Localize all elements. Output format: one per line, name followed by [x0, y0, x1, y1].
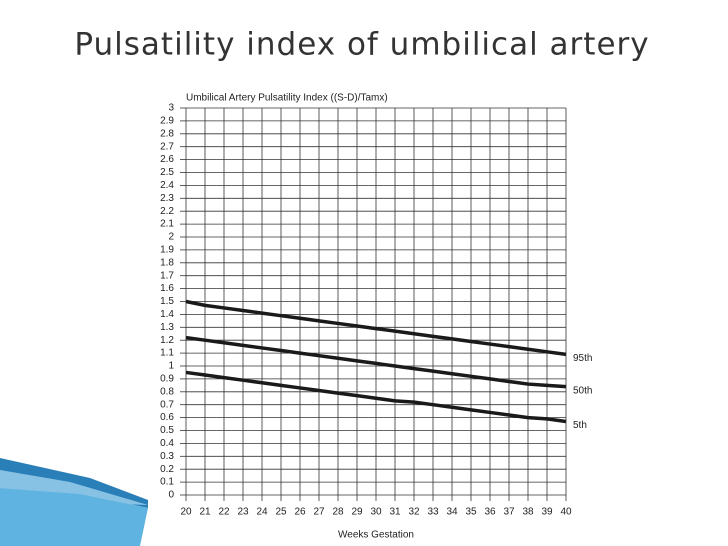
- slide-title: Pulsatility index of umbilical artery: [74, 27, 649, 63]
- y-tick-label: 2.6: [160, 154, 174, 165]
- x-tick-label: 21: [199, 507, 211, 518]
- y-tick-label: 1.8: [160, 257, 174, 268]
- y-tick-label: 0.4: [160, 438, 174, 449]
- y-tick-label: 0.9: [160, 374, 174, 385]
- y-tick-label: 2.2: [160, 206, 174, 217]
- y-tick-label: 1.4: [160, 309, 174, 320]
- y-tick-label: 2.9: [160, 116, 174, 127]
- y-tick-label: 1.9: [160, 245, 174, 256]
- y-tick-label: 1.6: [160, 283, 174, 294]
- y-tick-label: 0.1: [160, 477, 174, 488]
- x-tick-label: 35: [465, 507, 477, 518]
- x-tick-label: 40: [560, 507, 572, 518]
- y-tick-label: 1.1: [160, 348, 174, 359]
- series-label: 95th: [573, 353, 592, 364]
- y-tick-label: 1.2: [160, 335, 174, 346]
- decoration: [0, 488, 148, 546]
- y-tick-label: 2.1: [160, 219, 174, 230]
- y-tick-label: 2.3: [160, 193, 174, 204]
- series-label: 5th: [573, 420, 587, 431]
- y-tick-label: 2: [168, 232, 174, 243]
- x-tick-label: 29: [351, 507, 363, 518]
- x-tick-label: 27: [313, 507, 325, 518]
- x-tick-label: 38: [522, 507, 534, 518]
- y-tick-label: 2.5: [160, 167, 174, 178]
- data-line: [185, 299, 567, 357]
- x-tick-label: 39: [541, 507, 553, 518]
- y-tick-label: 3: [168, 103, 174, 114]
- x-tick-label: 30: [370, 507, 382, 518]
- x-tick-label: 33: [427, 507, 439, 518]
- x-tick-label: 34: [446, 507, 458, 518]
- y-tick-label: 1.5: [160, 296, 174, 307]
- x-tick-label: 23: [237, 507, 249, 518]
- y-tick-label: 1: [168, 361, 174, 372]
- data-line: [185, 335, 567, 389]
- x-tick-label: 20: [180, 507, 192, 518]
- x-axis-label: Weeks Gestation: [338, 530, 414, 541]
- y-tick-label: 0.8: [160, 386, 174, 397]
- y-tick-label: 0: [168, 490, 174, 501]
- x-tick-label: 22: [218, 507, 230, 518]
- y-tick-label: 2.7: [160, 141, 174, 152]
- x-tick-label: 25: [275, 507, 287, 518]
- data-line: [185, 370, 567, 424]
- series-label: 50th: [573, 385, 592, 396]
- x-tick-label: 31: [389, 507, 401, 518]
- x-tick-label: 26: [294, 507, 306, 518]
- y-tick-label: 2.8: [160, 128, 174, 139]
- y-tick-label: 1.3: [160, 322, 174, 333]
- y-tick-label: 0.6: [160, 412, 174, 423]
- x-tick-label: 28: [332, 507, 344, 518]
- x-tick-label: 37: [503, 507, 515, 518]
- x-tick-label: 24: [256, 507, 268, 518]
- x-tick-label: 32: [408, 507, 420, 518]
- y-tick-label: 1.7: [160, 270, 174, 281]
- chart-title: Umbilical Artery Pulsatility Index ((S-D…: [186, 93, 388, 104]
- y-tick-label: 0.5: [160, 425, 174, 436]
- x-tick-label: 36: [484, 507, 496, 518]
- y-tick-label: 0.3: [160, 451, 174, 462]
- y-tick-label: 0.7: [160, 399, 174, 410]
- y-tick-label: 0.2: [160, 464, 174, 475]
- y-tick-label: 2.4: [160, 180, 174, 191]
